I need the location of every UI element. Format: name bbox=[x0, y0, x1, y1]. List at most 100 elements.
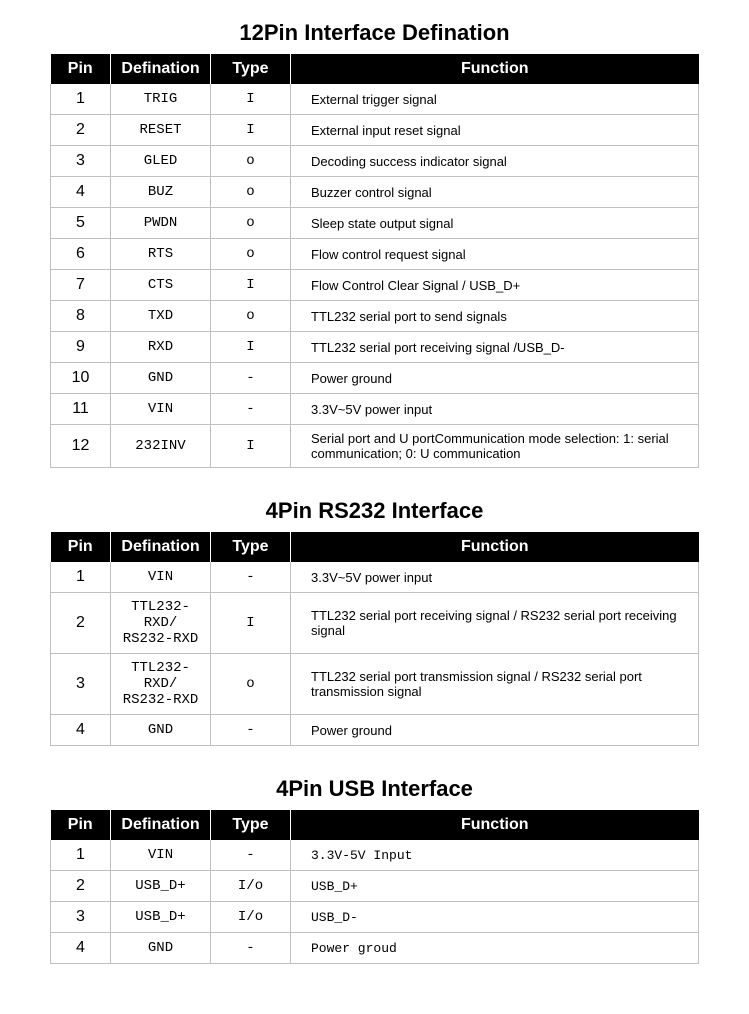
table-title: 4Pin USB Interface bbox=[50, 776, 699, 802]
cell-type: - bbox=[211, 840, 291, 871]
col-header-function: Function bbox=[291, 810, 699, 840]
cell-function: Power ground bbox=[291, 715, 699, 746]
cell-function: TTL232 serial port receiving signal /USB… bbox=[291, 332, 699, 363]
cell-function: Power groud bbox=[291, 933, 699, 964]
cell-defination: TXD bbox=[111, 301, 211, 332]
cell-defination: GND bbox=[111, 933, 211, 964]
cell-type: - bbox=[211, 562, 291, 593]
col-header-defination: Defination bbox=[111, 54, 211, 84]
cell-type: I bbox=[211, 270, 291, 301]
table-row: 7CTSIFlow Control Clear Signal / USB_D+ bbox=[51, 270, 699, 301]
table-row: 1VIN-3.3V-5V Input bbox=[51, 840, 699, 871]
table-row: 3GLEDoDecoding success indicator signal bbox=[51, 146, 699, 177]
cell-defination: GND bbox=[111, 715, 211, 746]
table-row: 4GND-Power ground bbox=[51, 715, 699, 746]
col-header-defination: Defination bbox=[111, 810, 211, 840]
cell-function: TTL232 serial port to send signals bbox=[291, 301, 699, 332]
table-row: 2RESETIExternal input reset signal bbox=[51, 115, 699, 146]
table-section-12pin: 12Pin Interface Defination Pin Definatio… bbox=[50, 20, 699, 468]
cell-function: Decoding success indicator signal bbox=[291, 146, 699, 177]
cell-pin: 7 bbox=[51, 270, 111, 301]
cell-defination: RXD bbox=[111, 332, 211, 363]
table-header-row: Pin Defination Type Function bbox=[51, 532, 699, 562]
cell-type: - bbox=[211, 394, 291, 425]
table-row: 2USB_D+I/oUSB_D+ bbox=[51, 871, 699, 902]
cell-defination: RESET bbox=[111, 115, 211, 146]
cell-function: Power ground bbox=[291, 363, 699, 394]
cell-pin: 4 bbox=[51, 715, 111, 746]
cell-pin: 12 bbox=[51, 425, 111, 468]
cell-function: TTL232 serial port receiving signal / RS… bbox=[291, 593, 699, 654]
cell-type: I/o bbox=[211, 871, 291, 902]
cell-function: External trigger signal bbox=[291, 84, 699, 115]
cell-type: I bbox=[211, 332, 291, 363]
cell-type: o bbox=[211, 654, 291, 715]
pin-table-usb: Pin Defination Type Function 1VIN-3.3V-5… bbox=[50, 810, 699, 964]
cell-function: Serial port and U portCommunication mode… bbox=[291, 425, 699, 468]
cell-function: USB_D- bbox=[291, 902, 699, 933]
cell-pin: 1 bbox=[51, 562, 111, 593]
cell-pin: 2 bbox=[51, 593, 111, 654]
cell-pin: 1 bbox=[51, 84, 111, 115]
cell-defination: RTS bbox=[111, 239, 211, 270]
cell-defination: TTL232-RXD/ RS232-RXD bbox=[111, 654, 211, 715]
col-header-pin: Pin bbox=[51, 532, 111, 562]
cell-function: Sleep state output signal bbox=[291, 208, 699, 239]
cell-pin: 8 bbox=[51, 301, 111, 332]
table-title: 4Pin RS232 Interface bbox=[50, 498, 699, 524]
cell-defination: VIN bbox=[111, 840, 211, 871]
cell-defination: PWDN bbox=[111, 208, 211, 239]
col-header-pin: Pin bbox=[51, 54, 111, 84]
table-header-row: Pin Defination Type Function bbox=[51, 810, 699, 840]
table-row: 1TRIGIExternal trigger signal bbox=[51, 84, 699, 115]
table-row: 4GND-Power groud bbox=[51, 933, 699, 964]
cell-type: I/o bbox=[211, 902, 291, 933]
table-header-row: Pin Defination Type Function bbox=[51, 54, 699, 84]
cell-type: I bbox=[211, 84, 291, 115]
cell-defination: CTS bbox=[111, 270, 211, 301]
cell-function: Buzzer control signal bbox=[291, 177, 699, 208]
cell-type: o bbox=[211, 239, 291, 270]
cell-pin: 3 bbox=[51, 146, 111, 177]
cell-function: External input reset signal bbox=[291, 115, 699, 146]
cell-pin: 10 bbox=[51, 363, 111, 394]
cell-type: I bbox=[211, 115, 291, 146]
cell-pin: 1 bbox=[51, 840, 111, 871]
cell-pin: 3 bbox=[51, 654, 111, 715]
cell-pin: 11 bbox=[51, 394, 111, 425]
cell-defination: TTL232-RXD/ RS232-RXD bbox=[111, 593, 211, 654]
cell-function: 3.3V-5V Input bbox=[291, 840, 699, 871]
table-row: 5PWDNoSleep state output signal bbox=[51, 208, 699, 239]
cell-type: o bbox=[211, 208, 291, 239]
cell-pin: 6 bbox=[51, 239, 111, 270]
cell-pin: 3 bbox=[51, 902, 111, 933]
pin-table-rs232: Pin Defination Type Function 1VIN-3.3V~5… bbox=[50, 532, 699, 746]
table-section-rs232: 4Pin RS232 Interface Pin Defination Type… bbox=[50, 498, 699, 746]
cell-defination: USB_D+ bbox=[111, 902, 211, 933]
table-row: 3TTL232-RXD/ RS232-RXDoTTL232 serial por… bbox=[51, 654, 699, 715]
cell-pin: 4 bbox=[51, 177, 111, 208]
cell-function: 3.3V~5V power input bbox=[291, 394, 699, 425]
cell-defination: VIN bbox=[111, 562, 211, 593]
cell-type: I bbox=[211, 593, 291, 654]
cell-function: TTL232 serial port transmission signal /… bbox=[291, 654, 699, 715]
cell-defination: GLED bbox=[111, 146, 211, 177]
table-row: 2TTL232-RXD/ RS232-RXDITTL232 serial por… bbox=[51, 593, 699, 654]
cell-function: Flow Control Clear Signal / USB_D+ bbox=[291, 270, 699, 301]
table-row: 6RTSoFlow control request signal bbox=[51, 239, 699, 270]
cell-type: o bbox=[211, 146, 291, 177]
cell-type: - bbox=[211, 363, 291, 394]
cell-pin: 5 bbox=[51, 208, 111, 239]
table-title: 12Pin Interface Defination bbox=[50, 20, 699, 46]
cell-type: o bbox=[211, 177, 291, 208]
col-header-type: Type bbox=[211, 532, 291, 562]
cell-function: Flow control request signal bbox=[291, 239, 699, 270]
cell-defination: 232INV bbox=[111, 425, 211, 468]
cell-defination: GND bbox=[111, 363, 211, 394]
table-section-usb: 4Pin USB Interface Pin Defination Type F… bbox=[50, 776, 699, 964]
cell-pin: 2 bbox=[51, 871, 111, 902]
col-header-defination: Defination bbox=[111, 532, 211, 562]
table-row: 10GND-Power ground bbox=[51, 363, 699, 394]
cell-pin: 2 bbox=[51, 115, 111, 146]
cell-type: - bbox=[211, 715, 291, 746]
